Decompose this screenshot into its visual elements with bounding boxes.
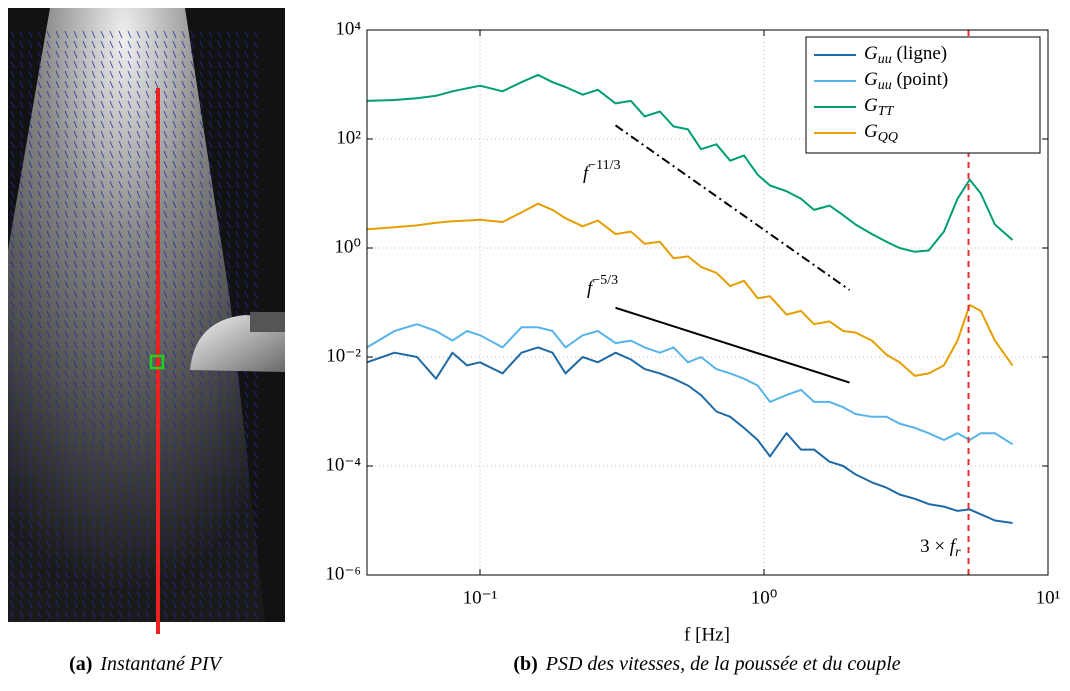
annotation: f−11/3 [583, 158, 621, 184]
annotation: 3 × fr [920, 536, 961, 560]
series-line [366, 73, 1014, 253]
y-tick-label: 10⁰ [334, 236, 361, 257]
legend-label: Guu (point) [864, 69, 948, 93]
series-line [366, 323, 1014, 446]
caption-text: Instantané PIV [99, 653, 223, 675]
piv-image [8, 8, 285, 634]
reference-line [615, 306, 850, 384]
series-line [366, 346, 1013, 524]
y-tick-label: 10⁴ [335, 18, 361, 39]
caption-tag: (b) [513, 653, 537, 675]
legend-label: GTT [864, 95, 895, 119]
caption-text: PSD des vitesses, de la poussée et du co… [545, 653, 901, 675]
legend-label: GQQ [864, 121, 898, 145]
caption: (a) Instantané PIV [69, 653, 224, 675]
annotation: f−5/3 [587, 273, 618, 299]
axes-frame [366, 29, 1049, 576]
legend-label: Guu (ligne) [864, 43, 947, 67]
x-tick-label: 10⁰ [751, 587, 778, 608]
y-tick-label: 10⁻² [326, 345, 361, 366]
x-axis-label: f [Hz] [684, 624, 730, 645]
series-line [366, 202, 1014, 377]
y-tick-label: 10⁻⁴ [325, 454, 361, 475]
x-tick-label: 10¹ [1036, 587, 1061, 608]
x-tick-label: 10⁻¹ [463, 587, 498, 608]
y-tick-label: 10⁻⁶ [325, 563, 361, 584]
caption-tag: (a) [69, 653, 92, 675]
caption: (b) PSD des vitesses, de la poussée et du… [513, 653, 900, 675]
y-tick-label: 10² [336, 127, 361, 148]
